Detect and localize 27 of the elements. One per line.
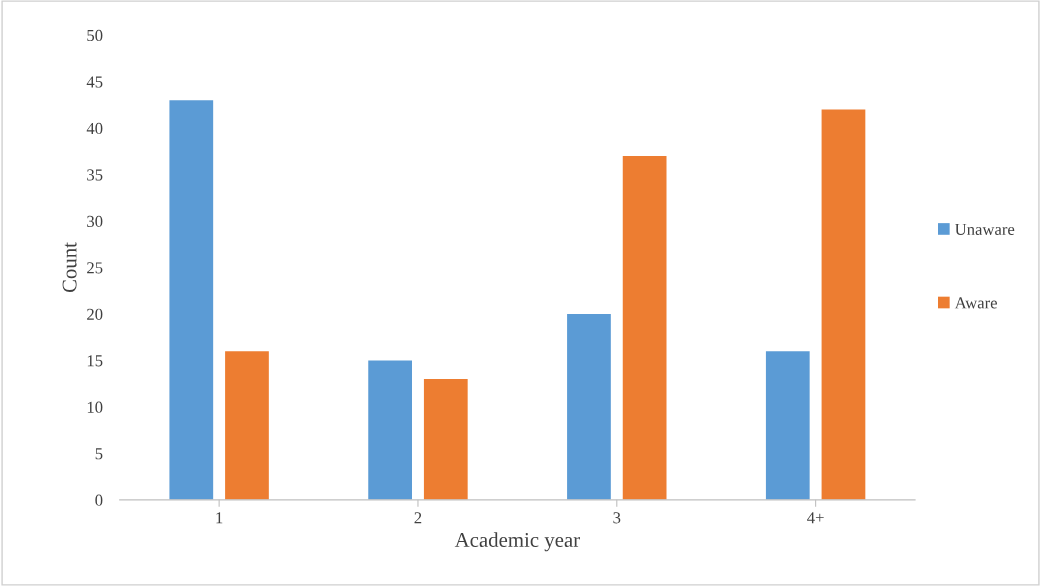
y-tick-label: 20 — [87, 308, 103, 320]
x-tick-label: 1 — [216, 512, 223, 524]
bar — [169, 100, 214, 500]
y-tick-label: 0 — [95, 494, 103, 506]
y-tick-label: 25 — [87, 262, 103, 274]
y-tick-label: 15 — [87, 355, 103, 367]
y-tick-label: 10 — [87, 401, 103, 413]
y-tick-label: 45 — [86, 76, 103, 88]
y-tick-label: 50 — [87, 29, 103, 42]
bar — [821, 109, 866, 500]
bar — [567, 313, 611, 500]
legend-label: Unaware — [955, 223, 1015, 235]
bar — [622, 155, 667, 500]
x-tick-label: 4+ — [807, 512, 824, 524]
y-tick-label: 40 — [86, 122, 103, 135]
bar — [225, 351, 269, 500]
x-axis-title: Academic year — [454, 532, 580, 552]
y-axis-title: Count — [62, 242, 77, 293]
bar — [765, 351, 810, 500]
legend-label: Aware — [954, 297, 997, 309]
x-tick-label: 3 — [613, 512, 621, 524]
y-tick-label: 35 — [87, 169, 103, 181]
bar — [368, 360, 412, 500]
y-tick-label: 30 — [87, 215, 103, 227]
y-tick-label: 5 — [95, 448, 103, 460]
x-tick-label: 2 — [414, 512, 422, 524]
bar — [423, 379, 468, 500]
